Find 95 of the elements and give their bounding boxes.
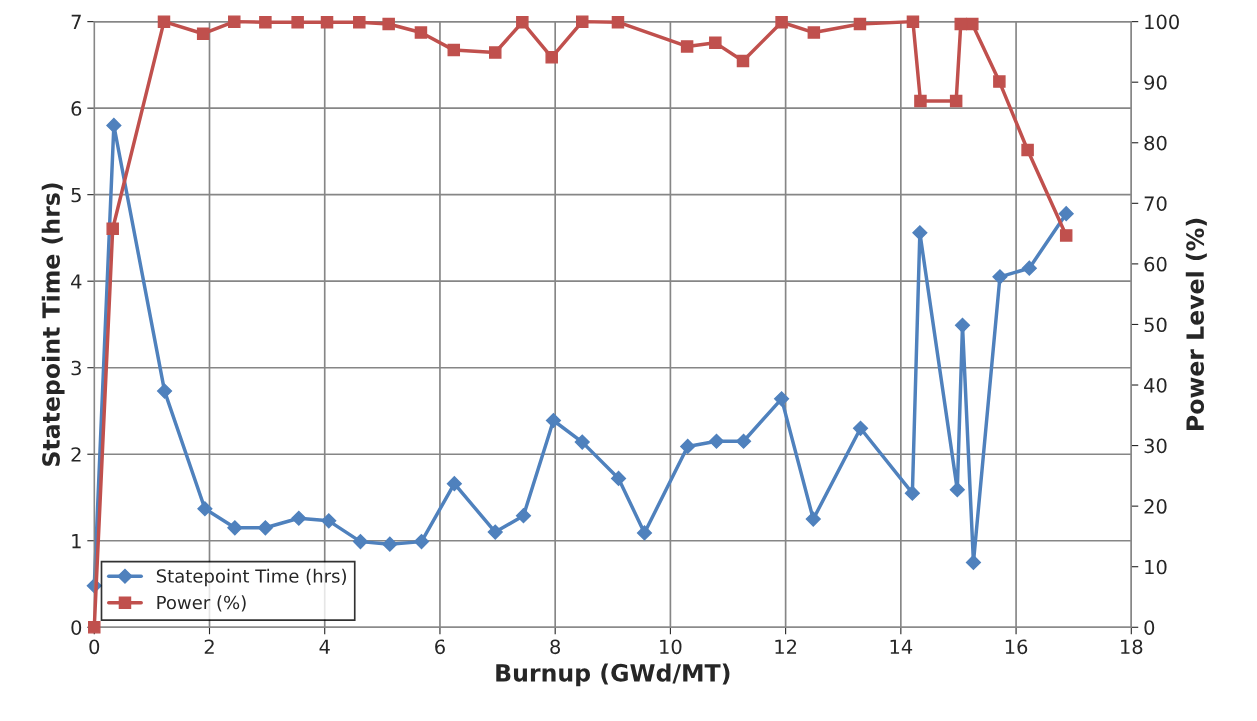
x-axis-title: Burnup (GWd/MT): [496, 663, 730, 687]
point: [906, 15, 920, 28]
point: [515, 508, 532, 524]
x-tick-label: 0: [89, 639, 100, 655]
point: [321, 513, 337, 529]
point: [413, 534, 430, 550]
point: [611, 15, 625, 29]
legend-label: Statepoint Time (hrs): [156, 568, 346, 587]
point: [353, 15, 366, 29]
y2-tick-label: 40: [1144, 377, 1167, 393]
y-tick-label: 6: [71, 101, 82, 116]
point: [196, 27, 210, 40]
point: [1021, 143, 1034, 157]
point: [966, 17, 979, 31]
point: [904, 485, 920, 501]
x-tick-label: 14: [890, 639, 913, 654]
point: [447, 43, 461, 57]
point: [805, 511, 821, 527]
x-tick-label: 8: [550, 639, 561, 655]
point: [227, 520, 243, 536]
y2-tick-label: 0: [1144, 620, 1155, 635]
x-tick-label: 18: [1121, 639, 1143, 655]
point: [291, 510, 307, 526]
x-tick-label: 6: [435, 639, 445, 655]
point: [156, 383, 173, 399]
point: [576, 15, 589, 28]
point: [680, 438, 696, 455]
point: [516, 15, 529, 29]
y-tick-label: 1: [72, 533, 81, 549]
point: [992, 269, 1008, 285]
point: [197, 501, 213, 517]
x-tick-label: 4: [319, 639, 330, 654]
y2-tick-label: 70: [1144, 196, 1167, 211]
point: [993, 75, 1006, 88]
y-tick-label: 0: [71, 620, 82, 635]
point: [545, 51, 558, 64]
y-tick-label: 2: [71, 447, 81, 462]
x-tick-label: 12: [775, 639, 797, 654]
y2-tick-label: 10: [1145, 559, 1167, 575]
point: [954, 317, 971, 333]
point: [157, 15, 171, 28]
point: [106, 117, 122, 134]
point: [709, 36, 722, 50]
y2-tick-label: 100: [1145, 14, 1179, 30]
x-tick-label: 10: [660, 639, 682, 655]
point: [88, 621, 101, 634]
point: [735, 433, 752, 449]
point: [320, 15, 334, 29]
y-axis-title: Statepoint Time (hrs): [41, 183, 65, 466]
point: [853, 17, 867, 31]
point: [574, 434, 590, 450]
point: [774, 391, 790, 407]
point: [487, 524, 503, 540]
point: [352, 534, 369, 550]
y2-tick-label: 80: [1144, 135, 1167, 151]
y-tick-label: 4: [71, 274, 82, 289]
point: [257, 520, 273, 536]
point: [807, 26, 821, 39]
point: [636, 525, 653, 541]
point: [545, 412, 562, 429]
point: [708, 433, 725, 449]
point: [965, 554, 982, 570]
y2-axis-title: Power Level (%): [1185, 218, 1207, 430]
point: [414, 26, 428, 39]
point: [1059, 229, 1073, 242]
y2-tick-label: 50: [1144, 317, 1167, 333]
point: [106, 222, 119, 236]
point: [382, 536, 398, 552]
point: [852, 420, 869, 436]
y2-tick-label: 30: [1144, 438, 1167, 454]
point: [914, 94, 927, 108]
point: [1021, 260, 1037, 276]
point: [736, 54, 750, 68]
x-tick-label: 2: [204, 639, 214, 654]
y-tick-label: 5: [71, 187, 81, 203]
point: [949, 482, 965, 498]
point: [1058, 206, 1074, 222]
point: [446, 476, 462, 492]
y-tick-label: 3: [71, 360, 81, 376]
point: [291, 15, 304, 29]
point: [489, 46, 502, 59]
y-tick-label: 7: [71, 14, 81, 30]
legend-label: Power (%): [157, 595, 246, 612]
point: [228, 15, 241, 28]
y2-tick-label: 90: [1144, 75, 1167, 90]
point: [680, 40, 694, 53]
point: [259, 15, 272, 29]
point: [382, 17, 395, 31]
y2-tick-label: 20: [1144, 499, 1167, 514]
x-tick-label: 16: [1005, 639, 1028, 655]
point: [610, 470, 627, 487]
point: [912, 225, 928, 241]
point: [775, 15, 788, 29]
y2-tick-label: 60: [1144, 256, 1167, 272]
point: [949, 94, 963, 108]
